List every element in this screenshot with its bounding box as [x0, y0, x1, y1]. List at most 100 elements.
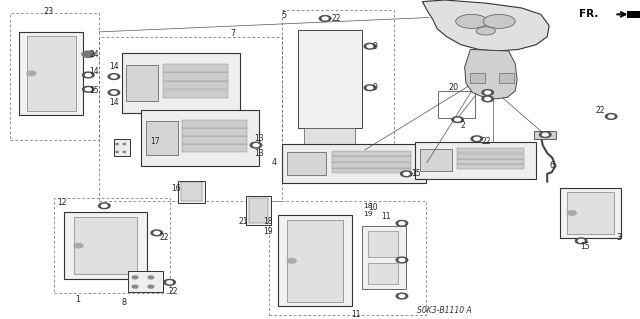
Text: 17: 17 [150, 137, 160, 146]
Bar [64, 212, 147, 279]
Text: 8: 8 [122, 298, 127, 307]
Circle shape [323, 17, 328, 20]
Text: 11: 11 [351, 310, 360, 319]
Circle shape [132, 285, 138, 288]
Text: 22: 22 [481, 137, 491, 146]
Text: 20: 20 [448, 83, 458, 92]
Bar [74, 217, 137, 274]
Bar [250, 198, 268, 223]
Bar [438, 91, 475, 118]
Text: 15: 15 [90, 86, 99, 95]
Bar [298, 30, 362, 128]
Ellipse shape [476, 27, 495, 35]
Bar [27, 36, 76, 111]
Circle shape [123, 143, 125, 145]
Text: 13: 13 [254, 134, 264, 143]
Circle shape [111, 75, 116, 78]
Bar [182, 136, 248, 144]
Circle shape [543, 133, 548, 136]
Circle shape [482, 96, 493, 102]
Bar [534, 131, 556, 139]
Bar [99, 37, 282, 201]
Circle shape [575, 238, 587, 244]
Circle shape [164, 279, 175, 285]
Bar [362, 226, 406, 289]
Bar [163, 90, 228, 98]
Circle shape [364, 85, 376, 91]
Bar [122, 53, 240, 113]
Circle shape [319, 16, 331, 21]
Bar [182, 120, 248, 128]
Text: 1: 1 [76, 295, 81, 304]
Circle shape [567, 211, 576, 215]
Circle shape [83, 86, 94, 92]
Circle shape [367, 86, 372, 89]
Text: 18: 18 [364, 203, 373, 209]
Circle shape [471, 136, 483, 142]
Bar [182, 144, 248, 152]
Circle shape [474, 137, 480, 140]
Text: 14: 14 [90, 67, 99, 76]
Bar [627, 11, 640, 18]
Bar [246, 196, 271, 225]
Text: 22: 22 [595, 106, 605, 115]
Circle shape [86, 88, 92, 91]
Circle shape [399, 258, 405, 262]
Bar [499, 73, 514, 83]
Bar [470, 73, 485, 83]
Bar [163, 72, 228, 81]
Text: 15: 15 [411, 169, 420, 178]
Text: 14: 14 [109, 98, 118, 107]
Circle shape [116, 143, 118, 145]
Text: 13: 13 [254, 149, 264, 158]
Circle shape [540, 132, 551, 137]
Bar [368, 231, 398, 257]
Text: 19: 19 [364, 211, 373, 217]
Bar [415, 142, 536, 179]
Bar [420, 149, 452, 171]
Text: 22: 22 [168, 287, 178, 296]
Text: 21: 21 [238, 217, 248, 226]
Circle shape [151, 230, 163, 236]
Circle shape [452, 117, 463, 122]
Circle shape [396, 293, 408, 299]
Bar [114, 139, 130, 156]
Text: 24: 24 [90, 50, 99, 59]
Text: 2: 2 [461, 121, 465, 130]
Bar [10, 13, 99, 140]
Bar [458, 154, 524, 159]
Text: 11: 11 [381, 212, 390, 221]
Bar [332, 151, 412, 156]
Bar [458, 159, 524, 164]
Bar [368, 263, 398, 284]
Circle shape [401, 171, 412, 177]
Circle shape [579, 239, 584, 242]
Circle shape [253, 144, 259, 146]
Circle shape [132, 276, 138, 279]
Text: 18: 18 [264, 217, 273, 226]
Text: 15: 15 [580, 242, 589, 251]
Bar [178, 181, 205, 203]
Circle shape [83, 72, 94, 78]
Circle shape [82, 51, 95, 57]
Text: 9: 9 [372, 42, 378, 51]
Bar [287, 152, 326, 175]
Text: 6: 6 [549, 161, 554, 170]
Circle shape [396, 257, 408, 263]
Bar [182, 128, 248, 136]
Text: 14: 14 [109, 63, 118, 71]
Circle shape [102, 204, 108, 207]
Bar [128, 271, 163, 292]
Text: S0K3-B1110 A: S0K3-B1110 A [417, 306, 472, 315]
Bar [126, 65, 158, 101]
Bar [332, 162, 412, 168]
Circle shape [485, 91, 491, 94]
Text: 23: 23 [44, 7, 54, 16]
Bar [181, 182, 202, 201]
Circle shape [399, 222, 405, 225]
Circle shape [108, 90, 120, 95]
Bar [282, 144, 426, 183]
Bar [458, 148, 524, 153]
Circle shape [482, 90, 493, 95]
Bar [278, 215, 352, 306]
